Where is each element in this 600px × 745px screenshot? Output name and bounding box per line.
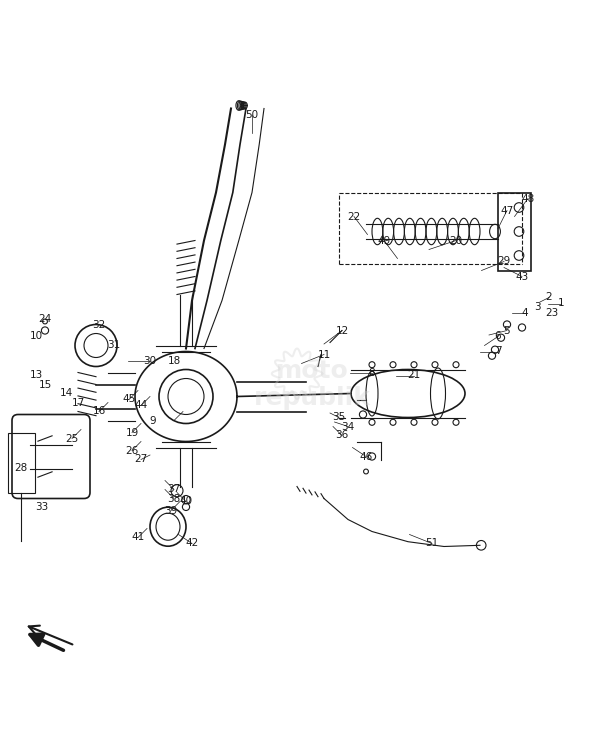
Text: 19: 19 <box>125 428 139 437</box>
Text: 22: 22 <box>347 212 361 221</box>
Text: 28: 28 <box>14 463 28 474</box>
Text: 31: 31 <box>107 340 121 350</box>
Text: 40: 40 <box>179 496 193 507</box>
Text: 3: 3 <box>533 302 541 311</box>
Text: 24: 24 <box>38 314 52 323</box>
Text: 21: 21 <box>407 370 421 381</box>
Text: 5: 5 <box>503 326 511 335</box>
Text: 33: 33 <box>35 502 49 513</box>
Text: 30: 30 <box>143 355 157 366</box>
Text: 13: 13 <box>29 370 43 381</box>
Text: 36: 36 <box>335 431 349 440</box>
Text: 42: 42 <box>185 539 199 548</box>
Text: 46: 46 <box>359 451 373 461</box>
Text: 41: 41 <box>131 533 145 542</box>
Text: 47: 47 <box>500 206 514 215</box>
Text: 15: 15 <box>38 379 52 390</box>
Text: 14: 14 <box>59 388 73 399</box>
Text: 49: 49 <box>377 235 391 246</box>
Bar <box>8 433 35 492</box>
Text: 2: 2 <box>545 293 553 302</box>
Text: moto
republik: moto republik <box>254 358 370 410</box>
Text: 23: 23 <box>545 308 559 317</box>
Text: 50: 50 <box>245 110 259 119</box>
Text: 45: 45 <box>122 395 136 405</box>
Text: 6: 6 <box>494 332 502 341</box>
Text: 44: 44 <box>134 401 148 410</box>
Text: 1: 1 <box>557 299 565 308</box>
Text: 26: 26 <box>125 446 139 455</box>
Text: 18: 18 <box>167 355 181 366</box>
Text: 20: 20 <box>449 235 463 246</box>
Text: 9: 9 <box>149 416 157 425</box>
Text: 10: 10 <box>29 332 43 341</box>
Text: 17: 17 <box>71 398 85 408</box>
Text: 4: 4 <box>521 308 529 317</box>
Bar <box>498 192 531 270</box>
Text: 37: 37 <box>167 484 181 495</box>
Text: 27: 27 <box>134 454 148 464</box>
Text: 16: 16 <box>92 407 106 416</box>
Text: 11: 11 <box>317 349 331 360</box>
Text: 48: 48 <box>521 194 535 203</box>
Text: 25: 25 <box>65 434 79 443</box>
Text: 35: 35 <box>332 413 346 422</box>
Text: 34: 34 <box>341 422 355 431</box>
Text: 29: 29 <box>497 256 511 267</box>
Text: 12: 12 <box>335 326 349 335</box>
Text: 51: 51 <box>425 539 439 548</box>
Text: 43: 43 <box>515 271 529 282</box>
Text: 39: 39 <box>164 506 178 516</box>
Text: 32: 32 <box>92 320 106 329</box>
Text: 38: 38 <box>167 493 181 504</box>
Text: 7: 7 <box>494 346 502 357</box>
Text: 8: 8 <box>368 367 376 378</box>
